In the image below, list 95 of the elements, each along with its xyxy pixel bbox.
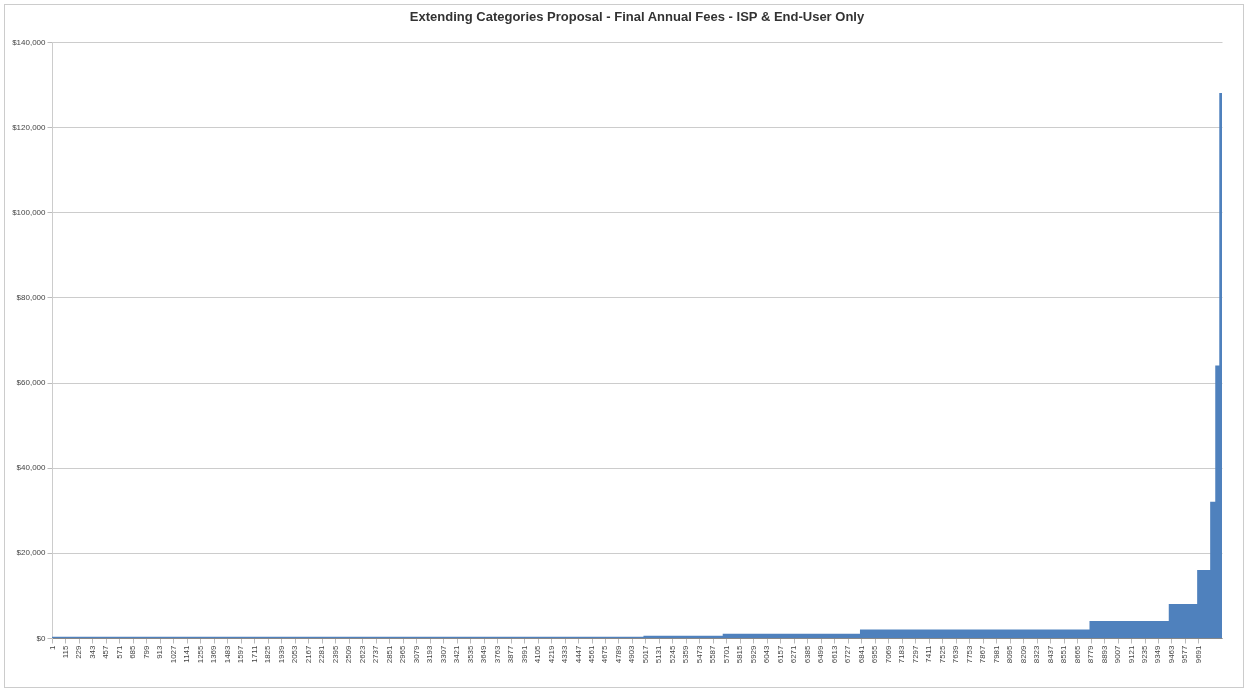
x-tick-label: 6385 bbox=[802, 644, 812, 664]
x-tick-label: 8209 bbox=[1018, 644, 1028, 664]
x-tick-label: 1483 bbox=[222, 644, 232, 664]
x-tick-label: 8665 bbox=[1072, 644, 1082, 664]
x-tick-label: 7297 bbox=[910, 644, 920, 664]
x-tick-label: 5245 bbox=[667, 644, 677, 664]
x-tick-label: 6613 bbox=[829, 644, 839, 664]
x-tick-label: 1141 bbox=[182, 644, 192, 663]
x-tick-label: 9463 bbox=[1166, 644, 1176, 664]
x-tick-label: 571 bbox=[114, 644, 124, 659]
x-tick-label: 8779 bbox=[1086, 644, 1096, 664]
x-tick-label: 1711 bbox=[249, 644, 259, 663]
x-tick-label: 3991 bbox=[519, 644, 529, 664]
x-tick-label: 1 bbox=[47, 644, 57, 650]
x-tick-label: 9577 bbox=[1180, 644, 1190, 664]
x-tick-label: 4333 bbox=[560, 644, 570, 664]
x-tick-label: 8551 bbox=[1059, 644, 1069, 664]
x-tick-label: 7867 bbox=[978, 644, 988, 664]
x-tick-label: 5929 bbox=[748, 644, 758, 664]
x-tick-label: 1255 bbox=[195, 644, 205, 664]
x-tick-label: 6499 bbox=[816, 644, 826, 664]
x-tick-label: 3421 bbox=[452, 644, 462, 664]
x-tick-label: 799 bbox=[141, 644, 151, 659]
x-tick-label: 9007 bbox=[1113, 644, 1123, 664]
x-tick-label: 3307 bbox=[438, 644, 448, 664]
x-tick-label: 115 bbox=[60, 644, 70, 659]
x-tick-label: 5587 bbox=[708, 644, 718, 664]
y-tick-label: $60,000 bbox=[16, 378, 47, 388]
y-tick-label: $40,000 bbox=[16, 463, 47, 473]
x-tick-label: 2965 bbox=[398, 644, 408, 664]
x-tick-label: 9691 bbox=[1193, 644, 1203, 664]
x-tick-label: 4675 bbox=[600, 644, 610, 664]
x-tick-label: 4219 bbox=[546, 644, 556, 664]
x-tick-label: 7525 bbox=[937, 644, 947, 664]
x-tick-label: 2737 bbox=[371, 644, 381, 664]
x-tick-label: 2395 bbox=[330, 644, 340, 664]
x-tick-label: 685 bbox=[128, 644, 138, 659]
x-tick-label: 1939 bbox=[276, 644, 286, 664]
x-tick-label: 7069 bbox=[883, 644, 893, 664]
x-tick-label: 2623 bbox=[357, 644, 367, 664]
x-tick-label: 2281 bbox=[317, 644, 327, 664]
x-tick-label: 7183 bbox=[897, 644, 907, 664]
x-tick-label: 7411 bbox=[924, 644, 934, 663]
x-tick-label: 4561 bbox=[587, 644, 597, 664]
x-tick-label: 6841 bbox=[856, 644, 866, 664]
x-tick-label: 5017 bbox=[640, 644, 650, 664]
x-tick-label: 6043 bbox=[762, 644, 772, 664]
x-tick-label: 9235 bbox=[1140, 644, 1149, 664]
x-tick-label: 5815 bbox=[735, 644, 745, 664]
y-tick-label: $100,000 bbox=[12, 207, 47, 217]
x-tick-label: 8095 bbox=[1005, 644, 1015, 664]
x-tick-label: 9121 bbox=[1126, 644, 1136, 664]
y-tick-label: $140,000 bbox=[12, 37, 47, 47]
x-tick-label: 7753 bbox=[964, 644, 974, 664]
x-tick-label: 4105 bbox=[533, 644, 543, 664]
x-tick-label: 6955 bbox=[870, 644, 880, 664]
x-tick-label: 3535 bbox=[465, 644, 475, 664]
x-tick-label: 1027 bbox=[168, 644, 178, 664]
x-tick-label: 4903 bbox=[627, 644, 637, 664]
x-tick-label: 3193 bbox=[425, 644, 435, 664]
x-tick-label: 3763 bbox=[492, 644, 502, 664]
x-tick-label: 4789 bbox=[613, 644, 623, 664]
x-tick-label: 9349 bbox=[1153, 644, 1163, 664]
x-tick-label: 343 bbox=[87, 644, 97, 659]
x-tick-label: 8323 bbox=[1032, 644, 1042, 664]
x-tick-label: 5131 bbox=[654, 644, 664, 664]
y-tick-label: $80,000 bbox=[16, 292, 47, 302]
x-tick-label: 1597 bbox=[236, 644, 246, 664]
x-tick-label: 8893 bbox=[1099, 644, 1109, 664]
x-tick-label: 7981 bbox=[991, 644, 1001, 664]
y-tick-label: $0 bbox=[36, 633, 47, 643]
x-tick-label: 3649 bbox=[479, 644, 489, 664]
y-tick-label: $120,000 bbox=[12, 122, 47, 132]
x-tick-label: 2509 bbox=[344, 644, 354, 664]
x-tick-label: 2851 bbox=[384, 644, 394, 664]
x-tick-label: 4447 bbox=[573, 644, 583, 664]
x-tick-label: 6727 bbox=[843, 644, 853, 664]
x-tick-label: 1825 bbox=[263, 644, 273, 664]
chart-title: Extending Categories Proposal - Final Annual Fees - ISP & End-User Only bbox=[409, 9, 865, 24]
x-tick-label: 8437 bbox=[1045, 644, 1055, 664]
x-tick-label: 6157 bbox=[775, 644, 785, 664]
x-tick-label: 229 bbox=[74, 644, 84, 659]
x-tick-label: 5473 bbox=[694, 644, 704, 664]
y-tick-label: $20,000 bbox=[16, 548, 47, 558]
x-tick-label: 1369 bbox=[209, 644, 219, 664]
x-tick-label: 913 bbox=[155, 644, 165, 659]
x-tick-label: 6271 bbox=[789, 644, 799, 664]
x-tick-label: 7639 bbox=[951, 644, 961, 664]
x-tick-label: 2053 bbox=[290, 644, 300, 664]
x-tick-label: 5359 bbox=[681, 644, 691, 664]
x-tick-label: 3877 bbox=[506, 644, 516, 664]
x-tick-label: 457 bbox=[101, 644, 111, 659]
x-tick-label: 3079 bbox=[411, 644, 421, 664]
x-tick-label: 5701 bbox=[721, 644, 731, 664]
x-tick-label: 2167 bbox=[303, 644, 313, 664]
